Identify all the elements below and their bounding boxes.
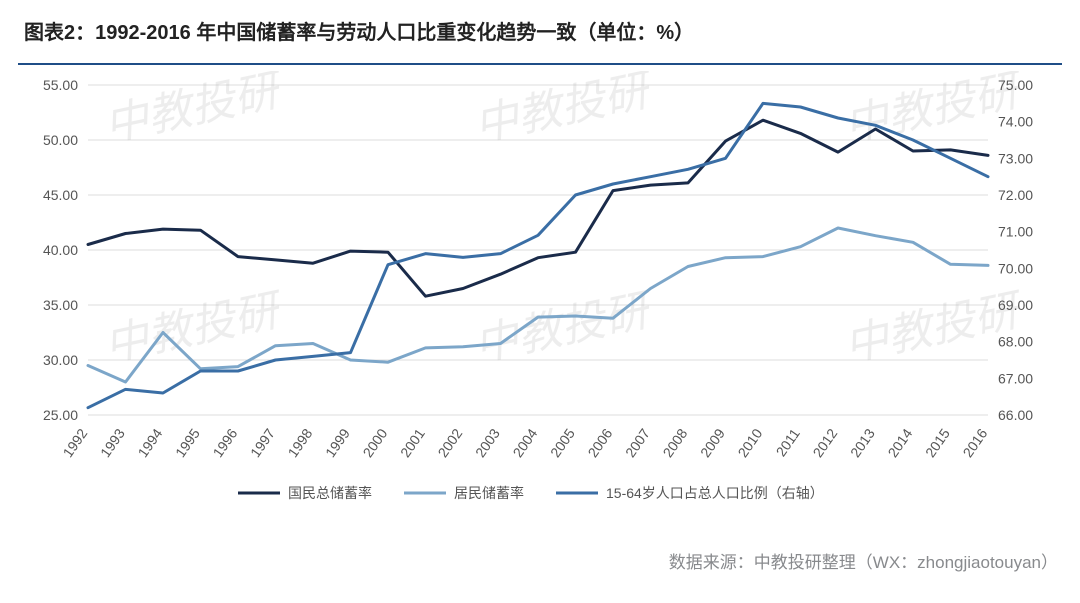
svg-text:25.00: 25.00 — [43, 407, 78, 423]
svg-text:2010: 2010 — [734, 425, 765, 460]
svg-text:1993: 1993 — [97, 425, 128, 460]
svg-text:50.00: 50.00 — [43, 132, 78, 148]
svg-text:2016: 2016 — [959, 425, 990, 460]
svg-text:2004: 2004 — [509, 425, 540, 460]
svg-text:30.00: 30.00 — [43, 352, 78, 368]
svg-text:1997: 1997 — [247, 425, 278, 460]
svg-text:40.00: 40.00 — [43, 242, 78, 258]
svg-text:75.00: 75.00 — [998, 77, 1033, 93]
line-chart: 中教投研中教投研中教投研中教投研中教投研中教投研25.0030.0035.004… — [18, 71, 1062, 536]
svg-text:中教投研: 中教投研 — [470, 285, 658, 371]
svg-text:1998: 1998 — [284, 425, 315, 460]
svg-text:2009: 2009 — [697, 425, 728, 460]
svg-text:2000: 2000 — [359, 425, 390, 460]
svg-text:1992: 1992 — [59, 425, 90, 460]
svg-text:2002: 2002 — [434, 425, 465, 460]
svg-text:67.00: 67.00 — [998, 370, 1033, 386]
legend-label-national_savings: 国民总储蓄率 — [288, 485, 372, 501]
svg-text:1999: 1999 — [322, 425, 353, 460]
data-source: 数据来源：中教投研整理（WX：zhongjiaotouyan） — [0, 538, 1080, 573]
svg-text:68.00: 68.00 — [998, 334, 1033, 350]
legend-label-labor_ratio: 15-64岁人口占总人口比例（右轴） — [606, 485, 824, 501]
svg-text:74.00: 74.00 — [998, 114, 1033, 130]
svg-text:2011: 2011 — [773, 425, 803, 459]
svg-text:中教投研: 中教投研 — [100, 285, 288, 371]
svg-text:71.00: 71.00 — [998, 224, 1033, 240]
svg-text:2013: 2013 — [847, 425, 878, 460]
svg-text:2014: 2014 — [884, 425, 915, 460]
svg-text:1996: 1996 — [209, 425, 240, 460]
svg-text:中教投研: 中教投研 — [470, 71, 658, 151]
svg-text:2015: 2015 — [922, 425, 953, 460]
svg-text:中教投研: 中教投研 — [100, 71, 288, 151]
svg-text:45.00: 45.00 — [43, 187, 78, 203]
svg-text:35.00: 35.00 — [43, 297, 78, 313]
svg-text:1995: 1995 — [172, 425, 203, 460]
svg-text:73.00: 73.00 — [998, 150, 1033, 166]
svg-text:2012: 2012 — [809, 425, 840, 460]
svg-text:2007: 2007 — [622, 425, 653, 460]
svg-text:1994: 1994 — [134, 425, 165, 460]
svg-text:72.00: 72.00 — [998, 187, 1033, 203]
svg-text:69.00: 69.00 — [998, 297, 1033, 313]
svg-text:2003: 2003 — [472, 425, 503, 460]
chart-title: 图表2：1992-2016 年中国储蓄率与劳动人口比重变化趋势一致（单位：%） — [0, 0, 1080, 53]
svg-text:55.00: 55.00 — [43, 77, 78, 93]
svg-text:2006: 2006 — [584, 425, 615, 460]
svg-text:70.00: 70.00 — [998, 260, 1033, 276]
svg-text:2008: 2008 — [659, 425, 690, 460]
legend-label-household_savings: 居民储蓄率 — [454, 485, 524, 501]
svg-text:2005: 2005 — [547, 425, 578, 460]
chart-frame: 中教投研中教投研中教投研中教投研中教投研中教投研25.0030.0035.004… — [18, 63, 1062, 538]
svg-text:66.00: 66.00 — [998, 407, 1033, 423]
svg-text:2001: 2001 — [397, 425, 428, 460]
